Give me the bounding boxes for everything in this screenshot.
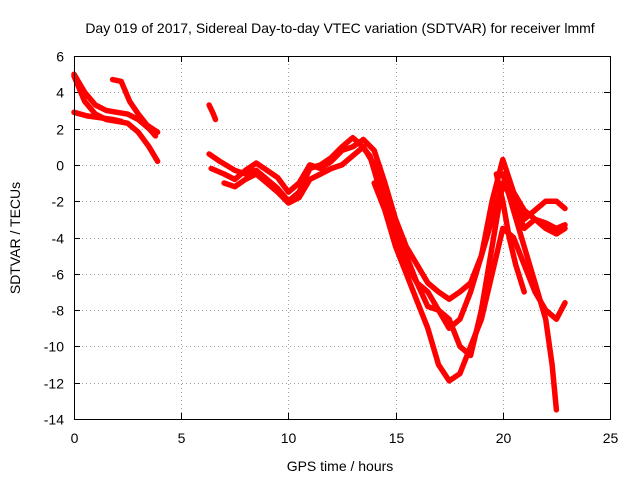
y-tick-label: 4: [56, 85, 64, 101]
y-tick-label: 2: [56, 122, 64, 138]
y-tick-label: -8: [52, 303, 65, 319]
y-tick-label: -10: [44, 339, 64, 355]
chart-title: Day 019 of 2017, Sidereal Day-to-day VTE…: [85, 20, 594, 36]
y-tick-label: -6: [52, 267, 65, 283]
y-tick-label: 0: [56, 158, 64, 174]
x-tick-labels: 0 5 10 15 20 25: [71, 430, 619, 446]
x-tick-label: 25: [603, 430, 619, 446]
series-track-3: [71, 109, 124, 125]
y-tick-label: -12: [44, 376, 64, 392]
x-tick-label: 10: [281, 430, 297, 446]
y-axis-label: SDTVAR / TECUs: [7, 182, 23, 294]
x-tick-label: 20: [496, 430, 512, 446]
data-series: [71, 71, 568, 413]
y-tick-label: -4: [52, 231, 65, 247]
y-tick-label: -14: [44, 412, 64, 428]
y-tick-label: -2: [52, 194, 65, 210]
x-tick-label: 15: [389, 430, 405, 446]
series-track-11: [493, 171, 527, 295]
series-track-10: [500, 171, 560, 413]
series-track-4: [109, 76, 161, 135]
y-tick-label: 6: [56, 49, 64, 65]
x-axis-label: GPS time / hours: [287, 458, 394, 474]
series-track-5: [206, 102, 219, 123]
x-tick-label: 5: [178, 430, 186, 446]
y-tick-labels: -14 -12 -10 -8 -6 -4 -2 0 2 4 6: [44, 49, 64, 428]
x-tick-label: 0: [71, 430, 79, 446]
plot-frame: [74, 56, 611, 420]
